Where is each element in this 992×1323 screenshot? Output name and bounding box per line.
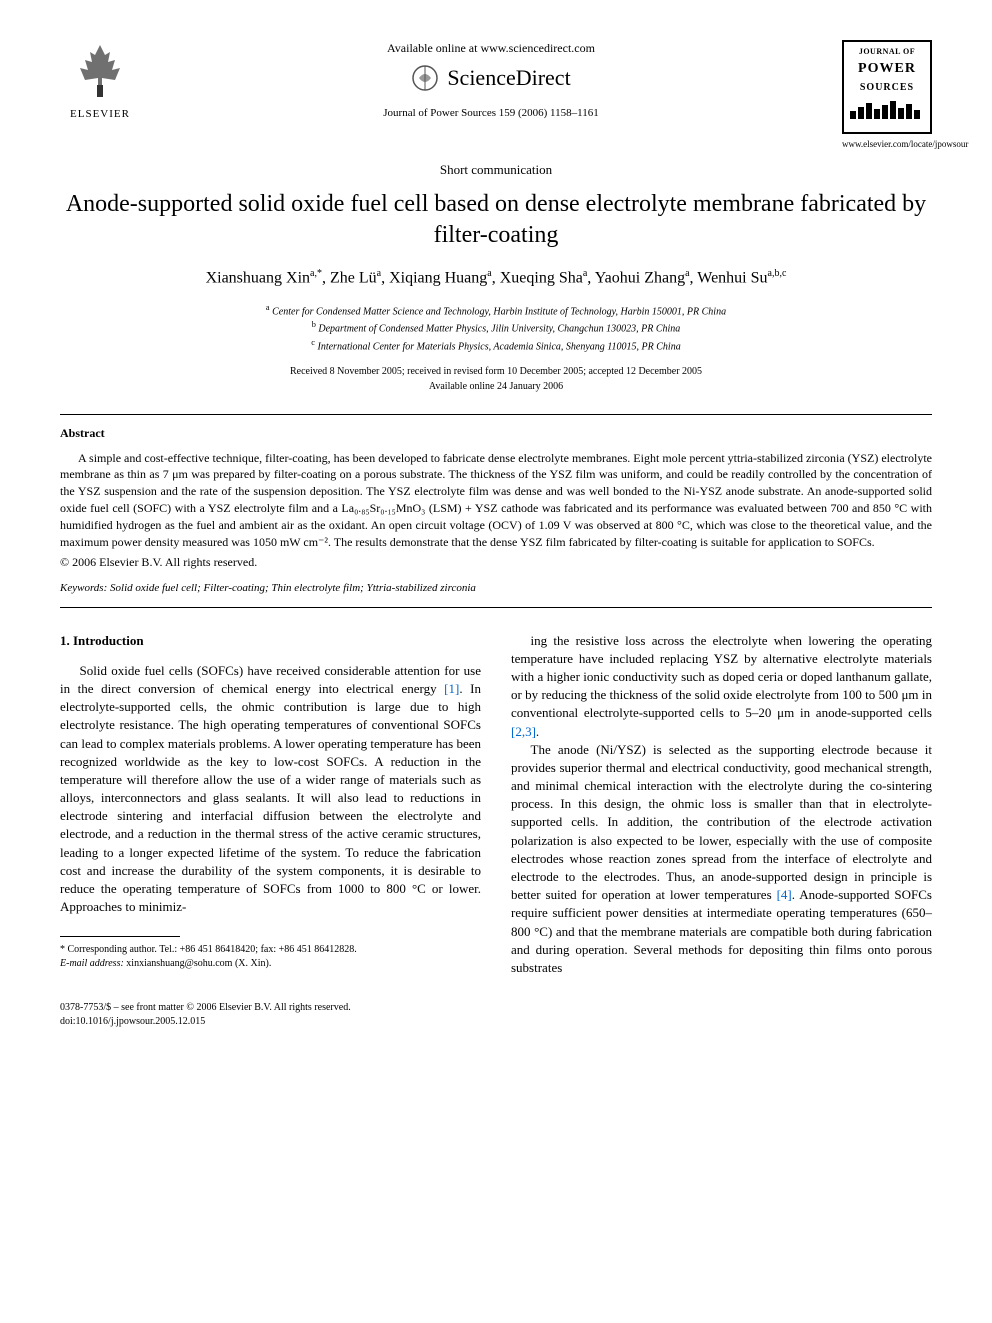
footnote-divider [60,936,180,937]
affiliation-line: c International Center for Materials Phy… [60,337,932,354]
right-column: ing the resistive loss across the electr… [511,632,932,978]
copyright-line: © 2006 Elsevier B.V. All rights reserved… [60,554,932,571]
header-row: ELSEVIER Available online at www.science… [60,40,932,151]
received-date: Received 8 November 2005; received in re… [60,364,932,379]
keywords-text: Solid oxide fuel cell; Filter-coating; T… [110,582,476,594]
sciencedirect-icon [411,64,439,92]
divider [60,607,932,608]
abstract-text: A simple and cost-effective technique, f… [60,450,932,551]
center-header: Available online at www.sciencedirect.co… [140,40,842,121]
keywords-label: Keywords: [60,582,107,594]
section-heading: 1. Introduction [60,632,481,650]
affiliations: a Center for Condensed Matter Science an… [60,302,932,354]
journal-logo-power: POWER [848,59,926,79]
journal-reference: Journal of Power Sources 159 (2006) 1158… [160,106,822,121]
footer-doi: doi:10.1016/j.jpowsour.2005.12.015 [60,1015,932,1029]
authors-list: Xianshuang Xina,*, Zhe Lüa, Xiqiang Huan… [60,267,932,290]
elsevier-label: ELSEVIER [60,107,140,122]
footer-info: 0378-7753/$ – see front matter © 2006 El… [60,1001,932,1029]
article-type: Short communication [60,161,932,179]
sciencedirect-row: ScienceDirect [160,63,822,94]
divider [60,414,932,415]
affiliation-line: a Center for Condensed Matter Science an… [60,302,932,319]
footer-issn: 0378-7753/$ – see front matter © 2006 El… [60,1001,932,1015]
sciencedirect-text: ScienceDirect [447,63,570,94]
journal-logo-sources: SOURCES [848,81,926,95]
footnote-email-row: E-mail address: xinxianshuang@sohu.com (… [60,957,481,971]
available-date: Available online 24 January 2006 [60,379,932,394]
body-paragraph: ing the resistive loss across the electr… [511,632,932,741]
ref-link[interactable]: [2,3] [511,724,536,739]
elsevier-tree-icon [70,40,130,100]
affiliation-line: b Department of Condensed Matter Physics… [60,319,932,336]
footnote-email-label: E-mail address: [60,958,124,969]
abstract-heading: Abstract [60,425,932,442]
left-column: 1. Introduction Solid oxide fuel cells (… [60,632,481,978]
journal-logo: JOURNAL OF POWER SOURCES www.elsevier.co… [842,40,932,151]
journal-url: www.elsevier.com/locate/jpowsour [842,138,932,151]
elsevier-logo: ELSEVIER [60,40,140,123]
body-paragraph: Solid oxide fuel cells (SOFCs) have rece… [60,662,481,917]
journal-logo-box: JOURNAL OF POWER SOURCES [842,40,932,134]
body-paragraph: The anode (Ni/YSZ) is selected as the su… [511,741,932,977]
article-dates: Received 8 November 2005; received in re… [60,364,932,394]
body-columns: 1. Introduction Solid oxide fuel cells (… [60,632,932,978]
journal-logo-top: JOURNAL OF [848,46,926,57]
ref-link[interactable]: [4] [777,887,792,902]
article-title: Anode-supported solid oxide fuel cell ba… [60,189,932,251]
ref-link[interactable]: [1] [444,681,459,696]
footnote-corresponding: * Corresponding author. Tel.: +86 451 86… [60,943,481,957]
keywords-row: Keywords: Solid oxide fuel cell; Filter-… [60,581,932,596]
footnote-email: xinxianshuang@sohu.com (X. Xin). [126,958,271,969]
available-online-text: Available online at www.sciencedirect.co… [160,40,822,57]
journal-logo-bars-icon [848,99,928,119]
corresponding-author-footnote: * Corresponding author. Tel.: +86 451 86… [60,943,481,971]
